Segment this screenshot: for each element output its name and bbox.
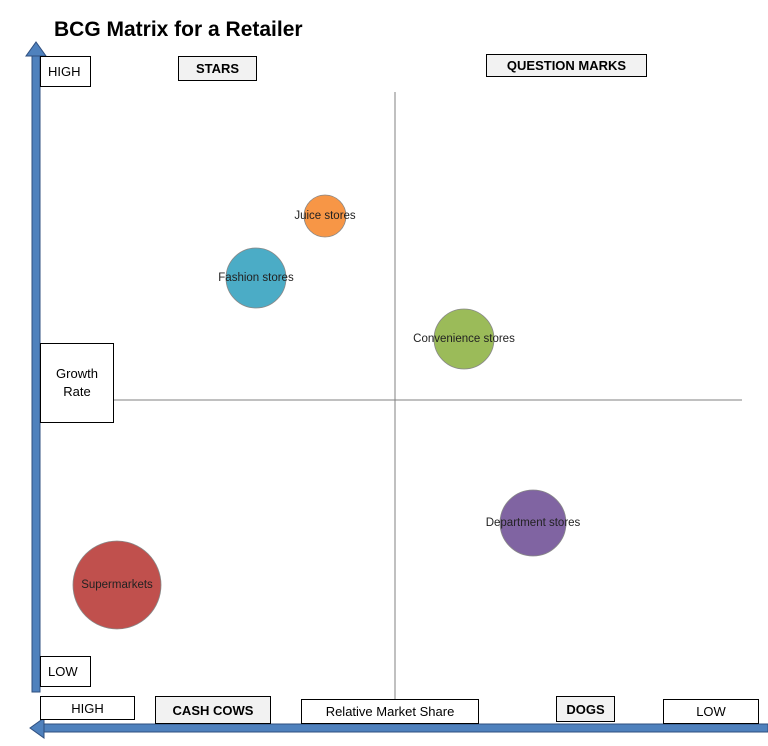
quadrant-label-question-marks: QUESTION MARKS xyxy=(486,54,647,77)
y-axis-title-text: Growth Rate xyxy=(56,366,98,399)
bubble-department-stores xyxy=(499,489,567,557)
y-axis-high-label: HIGH xyxy=(40,56,91,87)
bubble-label-juice-stores: Juice stores xyxy=(294,210,356,222)
quadrant-label-stars: STARS xyxy=(178,56,257,81)
bubble-juice-stores xyxy=(303,194,347,238)
bubble-label-supermarkets: Supermarkets xyxy=(81,579,153,591)
bubble-supermarkets xyxy=(72,540,162,630)
quadrant-label-cash-cows: CASH COWS xyxy=(155,696,271,724)
x-axis-low-label: LOW xyxy=(663,699,759,724)
bubble-fashion-stores xyxy=(225,247,287,309)
x-axis-title: Relative Market Share xyxy=(301,699,479,724)
bubble-label-convenience-stores: Convenience stores xyxy=(413,333,515,345)
bubble-convenience-stores xyxy=(433,308,495,370)
y-axis-title: Growth Rate xyxy=(40,343,114,423)
quadrant-label-dogs: DOGS xyxy=(556,696,615,722)
diagram-title: BCG Matrix for a Retailer xyxy=(54,18,303,41)
bubble-label-fashion-stores: Fashion stores xyxy=(218,272,294,284)
x-axis-high-label: HIGH xyxy=(40,696,135,720)
bubble-label-department-stores: Department stores xyxy=(485,517,581,529)
x-axis-arrow xyxy=(29,717,768,739)
y-axis-low-label: LOW xyxy=(40,656,91,687)
